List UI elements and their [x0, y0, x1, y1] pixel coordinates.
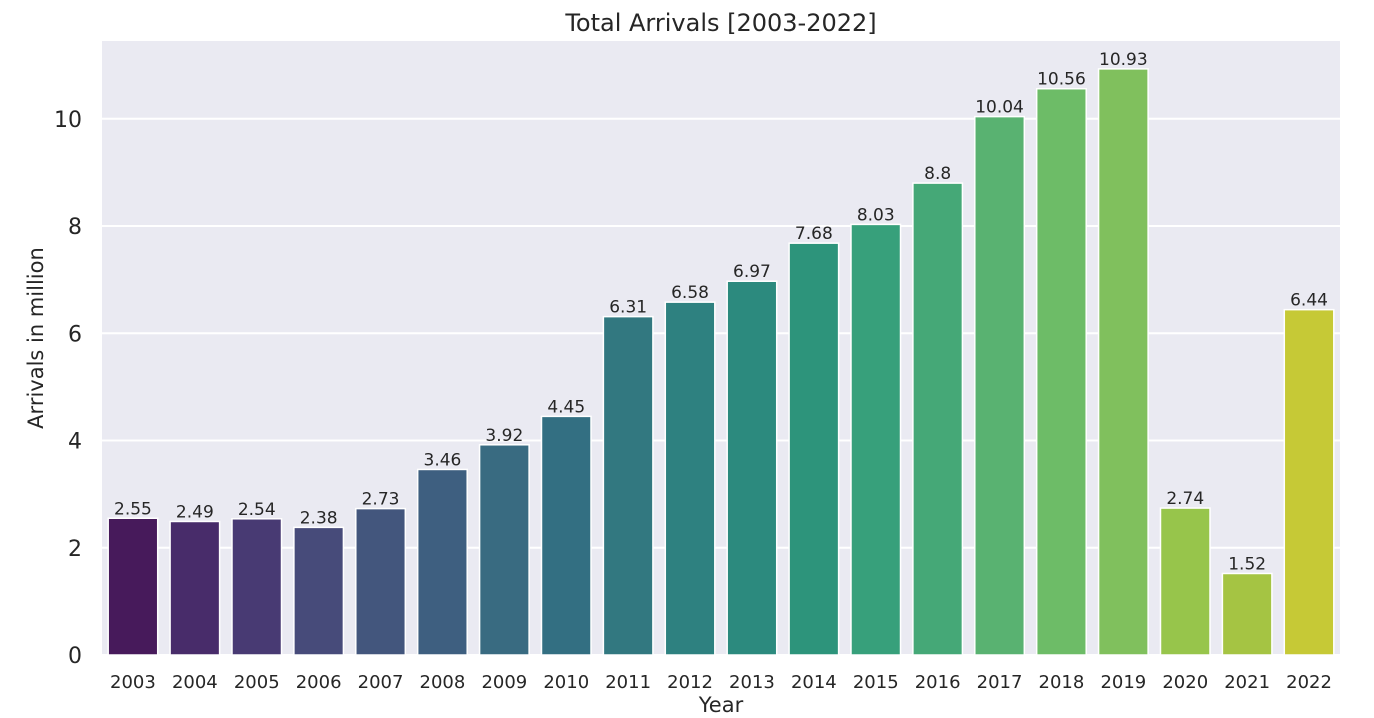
- bar-2005: [231, 518, 283, 656]
- bar-2008: [416, 468, 468, 656]
- x-tick-label-2015: 2015: [853, 672, 899, 693]
- bar-value-label-2008: 3.46: [424, 450, 462, 470]
- x-tick-label-2004: 2004: [172, 672, 218, 693]
- bar-value-label-2014: 7.68: [795, 224, 833, 244]
- bar-2019: [1097, 68, 1149, 656]
- x-tick-label-2018: 2018: [1039, 672, 1085, 693]
- y-tick-label: 2: [68, 537, 82, 562]
- bar-value-label-2017: 10.04: [975, 98, 1024, 118]
- y-axis-ticks: 0 2 4 6 8 10: [54, 108, 82, 669]
- y-tick-label: 8: [68, 215, 82, 240]
- x-tick-label-2013: 2013: [729, 672, 775, 693]
- y-tick-label: 6: [68, 322, 82, 347]
- bar-2013: [726, 280, 778, 656]
- x-tick-label-2016: 2016: [915, 672, 961, 693]
- bar-value-label-2009: 3.92: [485, 426, 523, 446]
- bar-2003: [107, 517, 159, 656]
- bar-2012: [664, 301, 716, 656]
- bar-value-label-2022: 6.44: [1290, 291, 1328, 311]
- bar-value-label-2012: 6.58: [671, 283, 709, 303]
- plot-area: [102, 41, 1340, 655]
- bar-2021: [1221, 572, 1273, 656]
- bar-2007: [355, 507, 407, 656]
- x-tick-label-2006: 2006: [296, 672, 342, 693]
- bar-2018: [1035, 87, 1087, 656]
- bar-value-label-2010: 4.45: [547, 397, 585, 417]
- bar-value-label-2021: 1.52: [1228, 554, 1266, 574]
- x-tick-label-2007: 2007: [358, 672, 404, 693]
- bar-2006: [293, 526, 345, 656]
- bar-2014: [788, 242, 840, 656]
- x-tick-label-2020: 2020: [1162, 672, 1208, 693]
- bar-2022: [1283, 308, 1335, 656]
- x-tick-label-2022: 2022: [1286, 672, 1332, 693]
- bar-value-label-2007: 2.73: [362, 490, 400, 510]
- x-tick-label-2009: 2009: [481, 672, 527, 693]
- bar-2009: [478, 444, 530, 656]
- x-tick-label-2012: 2012: [667, 672, 713, 693]
- bar-2016: [912, 182, 964, 656]
- bar-value-label-2018: 10.56: [1037, 70, 1086, 90]
- bar-2015: [850, 223, 902, 656]
- x-tick-label-2014: 2014: [791, 672, 837, 693]
- bar-value-label-2004: 2.49: [176, 502, 214, 522]
- bar-value-label-2011: 6.31: [609, 298, 647, 318]
- bar-2010: [540, 415, 592, 656]
- bar-value-label-2013: 6.97: [733, 262, 771, 282]
- bar-2011: [602, 315, 654, 656]
- bar-2017: [974, 115, 1026, 656]
- bar-value-labels: 2.55 2.49 2.54 2.38 2.73 3.46 3.92 4.45 6.31 6.58…: [114, 50, 1328, 575]
- bar-value-label-2020: 2.74: [1166, 489, 1204, 509]
- bars: [107, 68, 1335, 656]
- x-tick-label-2019: 2019: [1100, 672, 1146, 693]
- x-tick-label-2003: 2003: [110, 672, 156, 693]
- chart-title: Total Arrivals [2003-2022]: [564, 9, 876, 37]
- x-tick-label-2008: 2008: [420, 672, 466, 693]
- y-tick-label: 10: [54, 108, 82, 133]
- x-tick-label-2011: 2011: [605, 672, 651, 693]
- x-tick-label-2005: 2005: [234, 672, 280, 693]
- bar-value-label-2019: 10.93: [1099, 50, 1148, 70]
- x-axis-title: Year: [698, 693, 744, 717]
- y-tick-label: 0: [68, 644, 82, 669]
- x-tick-label-2021: 2021: [1224, 672, 1270, 693]
- x-axis-ticks: 2003 2004 2005 2006 2007 2008 2009 2010 2011 2012…: [110, 672, 1332, 693]
- bar-value-label-2003: 2.55: [114, 499, 152, 519]
- y-axis-title: Arrivals in million: [24, 247, 48, 429]
- bar-value-label-2006: 2.38: [300, 508, 338, 528]
- x-tick-label-2017: 2017: [977, 672, 1023, 693]
- bar-2004: [169, 520, 221, 656]
- bar-value-label-2005: 2.54: [238, 500, 276, 520]
- bar-2020: [1159, 507, 1211, 656]
- bar-value-label-2015: 8.03: [857, 205, 895, 225]
- y-tick-label: 4: [68, 430, 82, 455]
- bar-value-label-2016: 8.8: [924, 164, 951, 184]
- x-tick-label-2010: 2010: [543, 672, 589, 693]
